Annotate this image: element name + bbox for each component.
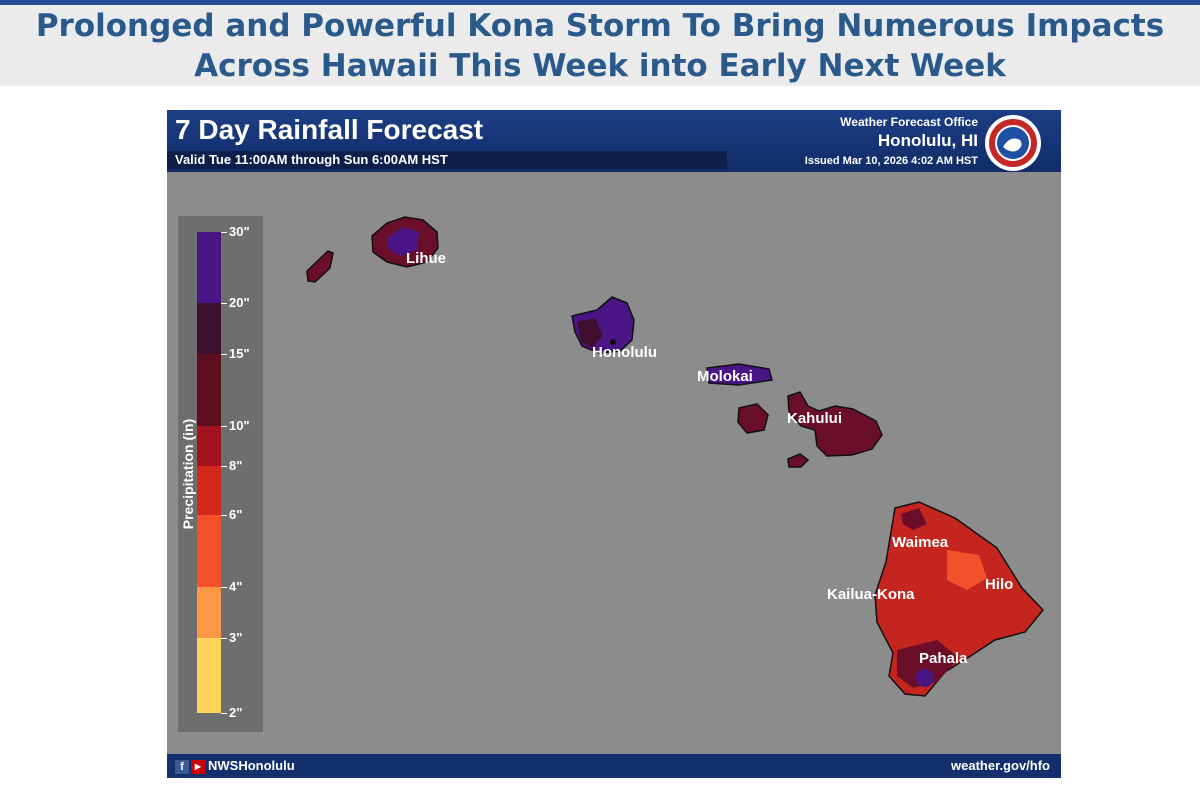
legend-tick-mark bbox=[221, 354, 227, 355]
office-line-2: Honolulu, HI bbox=[877, 131, 978, 150]
city-label-pahala: Pahala bbox=[919, 650, 968, 667]
city-label-lihue: Lihue bbox=[406, 250, 446, 267]
legend-band bbox=[197, 515, 221, 587]
youtube-icon: ▶ bbox=[191, 759, 205, 774]
social-handle: f ▶ NWSHonolulu bbox=[175, 758, 295, 774]
legend-tick-mark bbox=[221, 587, 227, 588]
issued-time: Issued Mar 10, 2026 4:02 AM HST bbox=[804, 155, 978, 167]
legend-tick-mark bbox=[221, 426, 227, 427]
city-label-waimea: Waimea bbox=[892, 534, 949, 551]
city-label-molokai: Molokai bbox=[697, 368, 753, 385]
legend-tick-label: 4" bbox=[229, 579, 243, 594]
big-island-south-heavy-rain bbox=[897, 640, 959, 688]
nws-logo-icon bbox=[985, 115, 1041, 171]
legend-band bbox=[197, 638, 221, 713]
island-molokai bbox=[706, 363, 773, 386]
legend-band bbox=[197, 232, 221, 303]
office-info: Weather Forecast Office Honolulu, HI Iss… bbox=[805, 115, 978, 167]
headline-line-2: Across Hawaii This Week into Early Next … bbox=[194, 48, 1006, 84]
legend-title: Precipitation (in) bbox=[180, 418, 196, 530]
legend-band bbox=[197, 303, 221, 354]
legend-tick-label: 30" bbox=[229, 224, 250, 239]
island-maui bbox=[787, 391, 883, 457]
legend-tick-label: 10" bbox=[229, 418, 250, 433]
rainfall-forecast-graphic: Lihue Honolulu Molokai Kahului Waimea Ka… bbox=[167, 110, 1061, 778]
legend-title-wrap: Precipitation (in) bbox=[178, 216, 198, 732]
facebook-icon: f bbox=[175, 759, 189, 774]
legend-tick-mark bbox=[221, 515, 227, 516]
city-label-kailua-kona: Kailua-Kona bbox=[827, 586, 915, 603]
website-link[interactable]: weather.gov/hfo bbox=[951, 758, 1050, 773]
island-lanai bbox=[737, 403, 769, 434]
graphic-title: 7 Day Rainfall Forecast bbox=[175, 114, 484, 145]
city-label-kahului: Kahului bbox=[787, 410, 842, 427]
legend-tick-label: 6" bbox=[229, 507, 243, 522]
island-niihau bbox=[306, 250, 334, 283]
headline-banner: Prolonged and Powerful Kona Storm To Bri… bbox=[0, 0, 1200, 86]
hawaii-map: Lihue Honolulu Molokai Kahului Waimea Ka… bbox=[306, 216, 1045, 697]
social-handle-text: NWSHonolulu bbox=[208, 758, 295, 773]
legend-tick-mark bbox=[221, 638, 227, 639]
island-kahoolawe bbox=[787, 453, 810, 468]
valid-period-bar: Valid Tue 11:00AM through Sun 6:00AM HST bbox=[167, 151, 727, 169]
legend-band bbox=[197, 466, 221, 515]
valid-period-text: Valid Tue 11:00AM through Sun 6:00AM HST bbox=[175, 152, 448, 167]
legend-tick-mark bbox=[221, 303, 227, 304]
pahala-heavy-rain-core bbox=[916, 669, 934, 687]
legend-color-bar bbox=[197, 232, 221, 713]
office-line-1: Weather Forecast Office bbox=[840, 115, 978, 129]
legend-band bbox=[197, 354, 221, 426]
big-island-north-dark-rain bbox=[901, 508, 927, 530]
graphic-footer: f ▶ NWSHonolulu weather.gov/hfo bbox=[167, 754, 1061, 778]
graphic-header: 7 Day Rainfall Forecast Valid Tue 11:00A… bbox=[167, 110, 1061, 172]
legend-tick-mark bbox=[221, 466, 227, 467]
legend-tick-mark bbox=[221, 713, 227, 714]
legend-tick-label: 15" bbox=[229, 346, 250, 361]
legend-tick-label: 2" bbox=[229, 705, 243, 720]
city-label-honolulu: Honolulu bbox=[592, 344, 657, 361]
kauai-heavy-rain-core bbox=[387, 227, 419, 256]
legend-tick-label: 3" bbox=[229, 630, 243, 645]
oahu-dark-rain bbox=[577, 318, 603, 348]
legend-tick-label: 20" bbox=[229, 295, 250, 310]
big-island-windward-rain bbox=[947, 550, 987, 590]
honolulu-marker bbox=[610, 339, 616, 345]
banner-accent-line bbox=[0, 0, 1200, 5]
city-label-hilo: Hilo bbox=[985, 576, 1013, 593]
headline-title: Prolonged and Powerful Kona Storm To Bri… bbox=[0, 6, 1200, 86]
legend-tick-mark bbox=[221, 232, 227, 233]
legend-band bbox=[197, 587, 221, 638]
headline-line-1: Prolonged and Powerful Kona Storm To Bri… bbox=[35, 8, 1165, 44]
legend-band bbox=[197, 426, 221, 466]
legend-tick-label: 8" bbox=[229, 458, 243, 473]
